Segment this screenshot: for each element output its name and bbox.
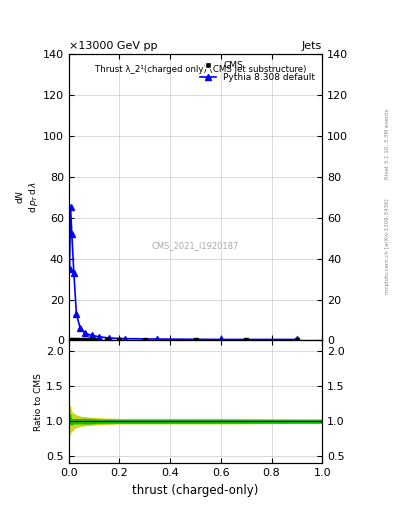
- X-axis label: thrust (charged-only): thrust (charged-only): [132, 484, 259, 497]
- Text: Jets: Jets: [302, 41, 322, 51]
- Text: Thrust λ_2¹(charged only) (CMS jet substructure): Thrust λ_2¹(charged only) (CMS jet subst…: [95, 65, 306, 74]
- Text: mcplots.cern.ch [arXiv:1306.3436]: mcplots.cern.ch [arXiv:1306.3436]: [385, 198, 389, 293]
- Legend: CMS, Pythia 8.308 default: CMS, Pythia 8.308 default: [197, 58, 318, 84]
- Text: ×13000 GeV pp: ×13000 GeV pp: [69, 41, 157, 51]
- Y-axis label: $\mathrm{d}N$
$\mathrm{d}\,p_T\,\mathrm{d}\,\lambda$: $\mathrm{d}N$ $\mathrm{d}\,p_T\,\mathrm{…: [14, 181, 40, 213]
- Text: CMS_2021_I1920187: CMS_2021_I1920187: [152, 241, 239, 250]
- Text: Rivet 3.1.10, 3.3M events: Rivet 3.1.10, 3.3M events: [385, 108, 389, 179]
- Y-axis label: Ratio to CMS: Ratio to CMS: [34, 373, 43, 431]
